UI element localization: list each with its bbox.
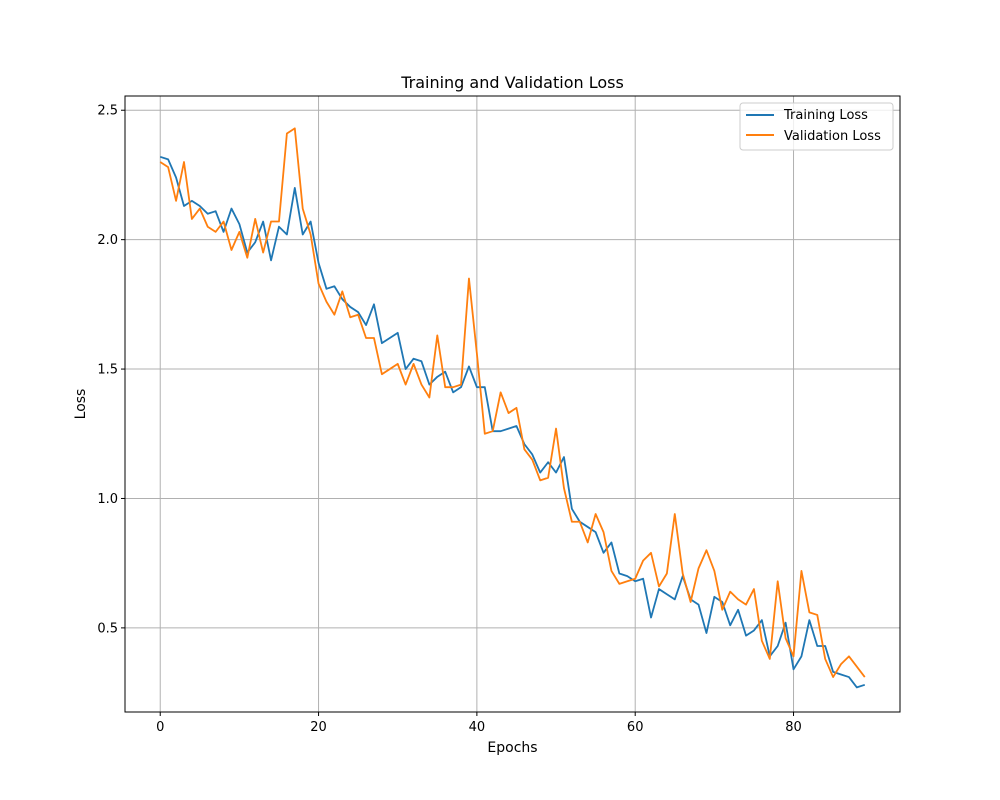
series-line-training-loss: [159, 155, 866, 689]
axis-ticks: 0 20 40 60 80 0.5 1.0 1.5 2.0 2.5: [97, 104, 801, 735]
legend-label-validation-loss: Validation Loss: [784, 129, 881, 144]
legend-box: [739, 102, 894, 151]
plot-area-frame: [124, 95, 901, 713]
y-axis-label: Loss: [73, 389, 89, 420]
series-lines: [159, 127, 866, 689]
chart-title: Training and Validation Loss: [400, 73, 624, 92]
x-tick-label: 40: [469, 720, 486, 735]
series-line-validation-loss: [159, 127, 866, 678]
x-tick-label: 80: [785, 720, 802, 735]
legend-label-training-loss: Training Loss: [783, 108, 868, 123]
x-axis-label: Epochs: [487, 740, 537, 756]
legend: Training Loss Validation Loss: [739, 102, 894, 151]
y-tick-label: 2.0: [97, 233, 118, 248]
y-tick-label: 0.5: [97, 621, 118, 636]
x-tick-label: 20: [310, 720, 327, 735]
y-tick-label: 2.5: [97, 104, 118, 119]
y-tick-label: 1.5: [97, 363, 118, 378]
y-tick-label: 1.0: [97, 492, 118, 507]
x-tick-label: 60: [627, 720, 644, 735]
x-tick-label: 0: [156, 720, 164, 735]
